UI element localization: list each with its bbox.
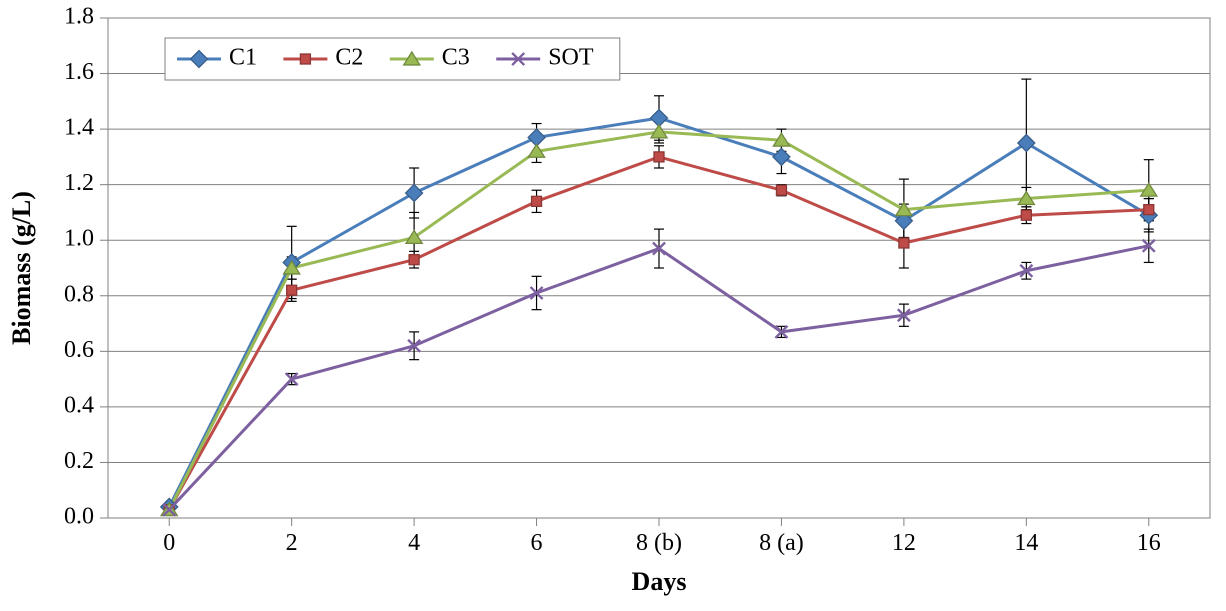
y-tick-label: 1.0: [64, 226, 94, 252]
series-marker-c2: [776, 185, 786, 195]
y-tick-label: 0.2: [64, 448, 94, 474]
series-marker-c2: [287, 285, 297, 295]
x-tick-label: 8 (a): [759, 530, 804, 556]
series-marker-c2: [532, 196, 542, 206]
x-tick-label: 16: [1137, 530, 1161, 556]
legend: C1 C2 C3 SOT: [165, 38, 620, 80]
y-tick-label: 1.4: [64, 115, 94, 141]
x-tick-label: 0: [163, 530, 175, 556]
y-tick-label: 0.4: [64, 392, 94, 418]
x-axis-title: Days: [632, 567, 687, 596]
series-marker-c2: [899, 238, 909, 248]
legend-label-c3: C3: [442, 45, 470, 71]
y-tick-label: 0.0: [64, 504, 94, 530]
y-tick-label: 0.6: [64, 337, 94, 363]
y-tick-label: 1.2: [64, 170, 94, 196]
x-tick-label: 8 (b): [636, 530, 682, 556]
y-tick-labels: 0.0 0.2 0.4 0.6 0.8 1.0 1.2 1.4 1.6 1.8: [64, 4, 94, 530]
legend-label-c2: C2: [335, 45, 363, 71]
x-tick-label: 4: [408, 530, 420, 556]
x-tick-label: 14: [1014, 530, 1038, 556]
y-axis-title: Biomass (g/L): [7, 191, 36, 345]
x-tick-label: 6: [531, 530, 543, 556]
series-marker-c2: [409, 255, 419, 265]
series-marker-c2: [654, 152, 664, 162]
series-marker-c2: [1021, 210, 1031, 220]
x-tick-labels: 0 2 4 6 8 (b) 8 (a) 12 14 16: [163, 530, 1161, 556]
legend-label-sot: SOT: [548, 45, 594, 71]
series-marker-c2: [1144, 205, 1154, 215]
biomass-line-chart: 0 2 4 6 8 (b) 8 (a) 12 14 16 0.0 0.2 0.4 0.6 0.8 1.0 1…: [0, 0, 1226, 611]
x-tick-label: 12: [892, 530, 916, 556]
x-tick-label: 2: [286, 530, 298, 556]
y-tick-label: 0.8: [64, 281, 94, 307]
y-tick-label: 1.6: [64, 59, 94, 85]
y-tick-label: 1.8: [64, 4, 94, 30]
legend-label-c1: C1: [229, 45, 257, 71]
